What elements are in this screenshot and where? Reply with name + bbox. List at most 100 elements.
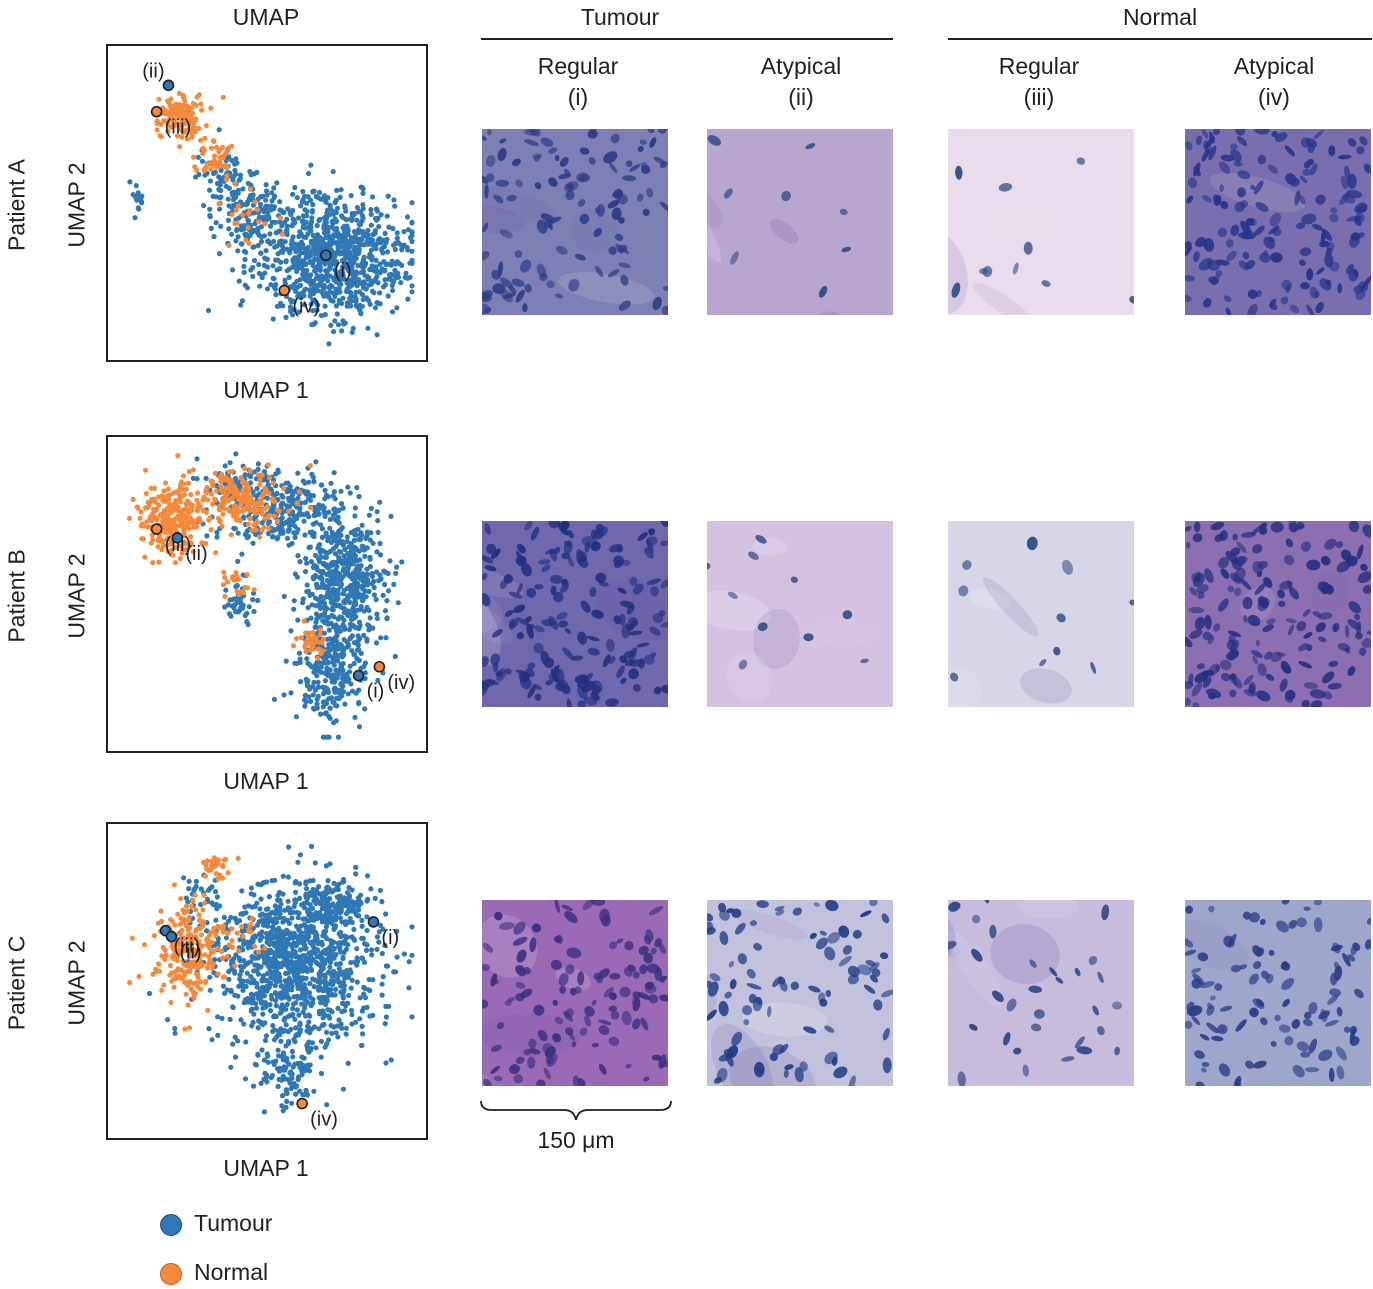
tumour-point [259, 934, 265, 940]
tumour-point [310, 683, 316, 689]
tumour-point [283, 229, 289, 235]
tumour-point [314, 673, 320, 679]
tumour-point [283, 1022, 289, 1028]
tumour-point [319, 277, 325, 283]
normal-point [271, 513, 278, 519]
normal-point [226, 486, 232, 492]
normal-point [208, 166, 214, 172]
tumour-point [296, 261, 302, 267]
cell-nucleus [723, 188, 733, 199]
tumour-point [331, 720, 337, 726]
tumour-point [409, 220, 415, 226]
normal-point [198, 986, 204, 992]
tumour-point [323, 268, 329, 274]
tumour-point [322, 312, 328, 318]
tumour-point [349, 572, 355, 578]
tumour-point [291, 298, 297, 304]
normal-point [251, 522, 257, 528]
tumour-point [293, 249, 299, 255]
tumour-point [375, 280, 381, 286]
normal-point [177, 109, 183, 115]
tumour-point [335, 596, 341, 602]
tumour-point [257, 912, 263, 918]
tumour-point [205, 887, 212, 893]
tumour-point [267, 1002, 273, 1008]
tumour-point [243, 1039, 249, 1045]
tumour-point [343, 911, 350, 917]
tumour-point [364, 566, 370, 572]
tumour-point [365, 325, 371, 331]
stroma-blotch [482, 184, 556, 221]
tumour-point [308, 272, 314, 278]
normal-point [215, 971, 221, 977]
tumour-point [203, 475, 209, 481]
tumour-point [284, 535, 291, 541]
tumour-point [372, 895, 378, 901]
tumour-point [321, 630, 327, 636]
tumour-point [368, 886, 374, 892]
tumour-point [359, 522, 365, 528]
tumour-point [313, 581, 320, 587]
cell-nucleus [652, 296, 662, 311]
normal-point [196, 942, 202, 948]
normal-point [266, 513, 272, 519]
tumour-point [287, 304, 293, 310]
tumour-point [293, 1025, 299, 1031]
tumour-point [354, 946, 360, 952]
tumour-point [293, 516, 300, 522]
tumour-point [250, 192, 256, 198]
normal-point [201, 900, 207, 906]
tumour-point [193, 878, 199, 885]
tumour-point [249, 1006, 255, 1012]
normal-point [317, 631, 323, 637]
normal-point [186, 526, 192, 532]
normal-point [318, 650, 324, 657]
tumour-point [309, 219, 315, 225]
tumour-point [276, 914, 283, 921]
cell-nucleus [579, 213, 590, 225]
umap-panel-patient-c: (iii) (ii) (i) (iv) [106, 822, 428, 1140]
normal-point [240, 212, 246, 218]
tumour-point [319, 534, 325, 540]
tumour-point [367, 556, 373, 562]
highlight-label: (ii) [142, 60, 164, 82]
tumour-point [378, 635, 384, 641]
tumour-point [267, 241, 273, 247]
tumour-point [364, 604, 370, 610]
tumour-point [317, 542, 323, 548]
tumour-point [374, 611, 380, 617]
tumour-point [237, 957, 243, 964]
normal-point [213, 488, 219, 494]
highlight-marker [296, 1097, 308, 1110]
tumour-point [302, 1068, 308, 1074]
tumour-point [283, 1076, 289, 1082]
tumour-point [349, 899, 355, 905]
tumour-point [271, 696, 277, 702]
tumour-point [377, 499, 383, 505]
tumour-point [286, 526, 292, 532]
tumour-point [185, 899, 191, 905]
tumour-point [361, 279, 367, 285]
tumour-point [285, 1040, 292, 1046]
tumour-point [316, 559, 323, 565]
normal-points [127, 855, 268, 1032]
tumour-point [334, 311, 340, 317]
normal-point [193, 102, 199, 108]
normal-point [255, 472, 261, 478]
tumour-point [207, 206, 213, 212]
tumour-point [308, 559, 314, 565]
cell-nucleus [649, 137, 657, 148]
tumour-point [322, 487, 328, 493]
normal-point [190, 549, 196, 555]
tumour-point [241, 957, 247, 964]
tumour-point [298, 203, 304, 209]
tumour-point [320, 734, 326, 740]
normal-point [184, 501, 190, 507]
tumour-point [328, 910, 334, 916]
tumour-point [292, 660, 298, 666]
tumour-point [333, 653, 339, 659]
normal-point [200, 921, 206, 927]
tumour-point [290, 1001, 296, 1007]
cell-nucleus [659, 201, 668, 212]
tumour-point [342, 203, 348, 209]
